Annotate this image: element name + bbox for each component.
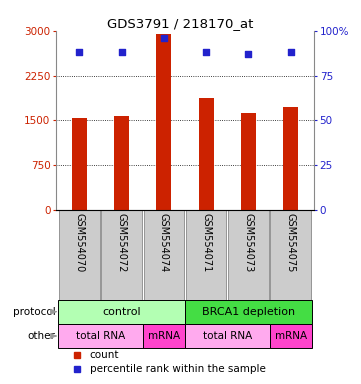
Bar (58, 300, 185, 324)
Text: mRNA: mRNA (148, 331, 180, 341)
Bar (59, 210, 100, 300)
Bar (156, 34, 171, 210)
Text: protocol: protocol (13, 307, 56, 317)
Text: GSM554070: GSM554070 (74, 213, 84, 272)
Text: GDS3791 / 218170_at: GDS3791 / 218170_at (107, 17, 254, 30)
Bar (186, 210, 226, 300)
Bar (283, 107, 298, 210)
Bar (185, 324, 270, 348)
Bar (58, 324, 143, 348)
Text: percentile rank within the sample: percentile rank within the sample (90, 364, 265, 374)
Text: GSM554075: GSM554075 (286, 213, 296, 272)
Text: GSM554074: GSM554074 (159, 213, 169, 272)
Point (119, 49, 125, 55)
Point (161, 35, 167, 41)
Text: GSM554072: GSM554072 (117, 213, 127, 272)
Text: other: other (28, 331, 56, 341)
Text: total RNA: total RNA (203, 331, 252, 341)
Bar (228, 210, 269, 300)
Bar (114, 116, 129, 210)
Bar (270, 210, 311, 300)
Bar (241, 113, 256, 210)
Point (245, 51, 251, 57)
Text: GSM554073: GSM554073 (243, 213, 253, 272)
Text: count: count (90, 350, 119, 360)
Bar (270, 324, 312, 348)
Point (76, 49, 82, 55)
Text: mRNA: mRNA (275, 331, 307, 341)
Text: GSM554071: GSM554071 (201, 213, 211, 272)
Bar (143, 324, 185, 348)
Bar (101, 210, 142, 300)
Text: BRCA1 depletion: BRCA1 depletion (202, 307, 295, 317)
Point (203, 49, 209, 55)
Text: control: control (102, 307, 141, 317)
Bar (144, 210, 184, 300)
Point (288, 49, 294, 55)
Bar (72, 118, 87, 210)
Bar (185, 300, 312, 324)
Bar (199, 98, 214, 210)
Text: total RNA: total RNA (76, 331, 125, 341)
